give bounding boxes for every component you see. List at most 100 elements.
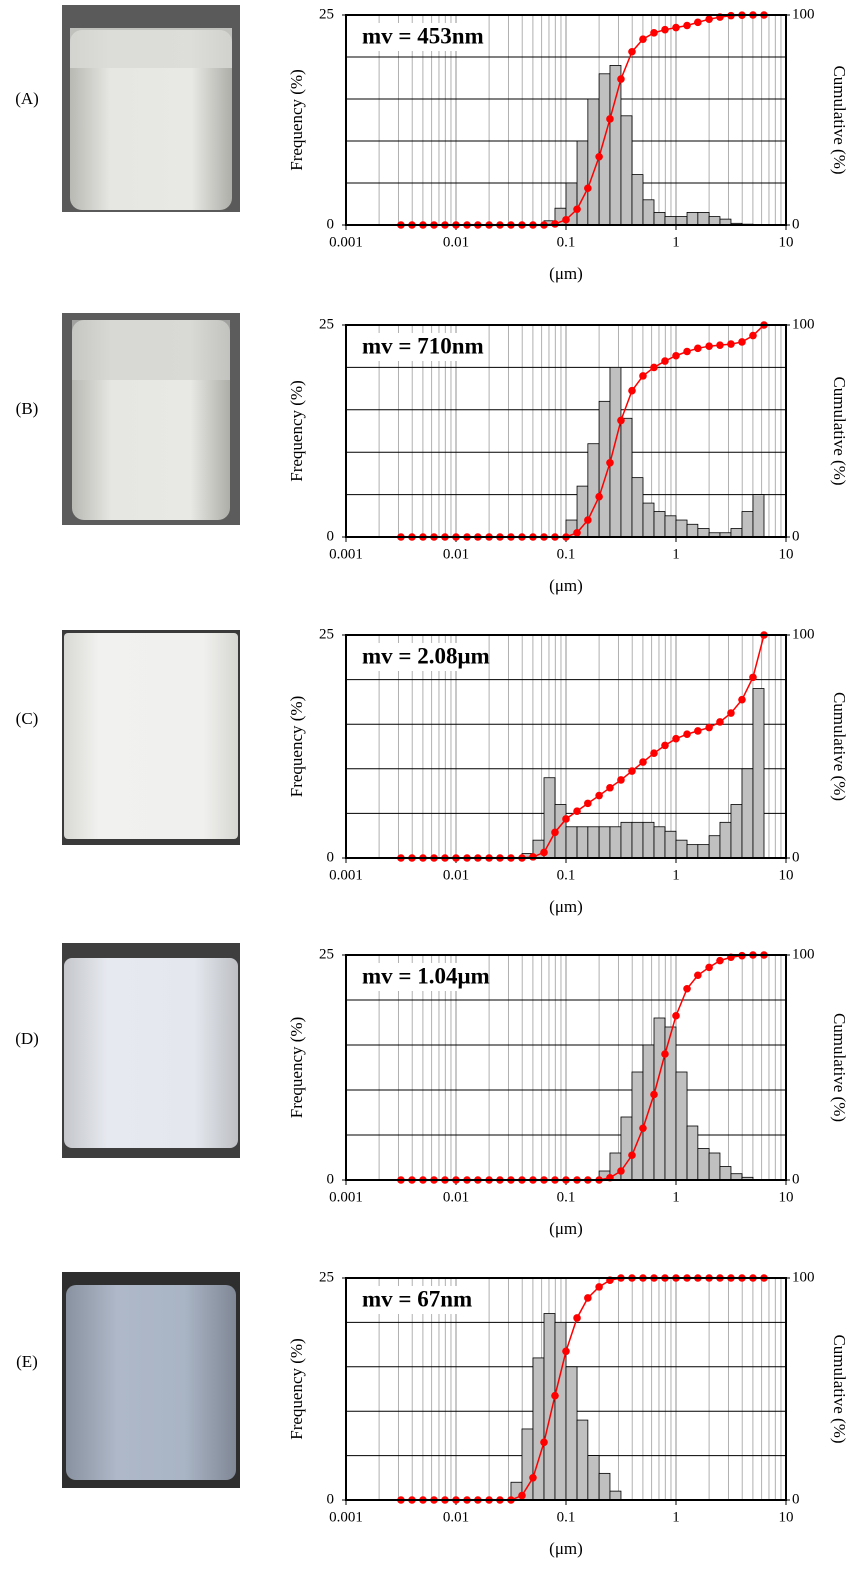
- x-axis-label: (μm): [549, 576, 583, 595]
- cumulative-point: [584, 516, 592, 524]
- y-axis-label: Frequency (%): [287, 696, 306, 798]
- bar: [609, 366, 622, 538]
- cumulative-point: [639, 1124, 647, 1133]
- x-tick-label: 0.1: [557, 234, 576, 250]
- cumulative-point: [617, 416, 625, 425]
- x-tick-label: 1: [672, 546, 680, 562]
- annotation: mv = 453nm: [362, 23, 484, 48]
- cumulative-point: [672, 23, 680, 32]
- cumulative-point: [518, 1491, 526, 1500]
- bar: [741, 768, 754, 859]
- cumulative-point: [584, 1294, 592, 1302]
- x-tick-label: 1: [672, 1189, 680, 1205]
- bar: [697, 211, 710, 226]
- x-tick-label: 10: [779, 234, 794, 250]
- bar: [664, 830, 677, 859]
- bar: [719, 821, 732, 859]
- x-tick-label: 0.01: [443, 1509, 469, 1525]
- cumulative-point: [606, 115, 614, 123]
- y2-tick-label: 100: [792, 626, 815, 642]
- cumulative-point: [683, 984, 691, 993]
- bar: [642, 199, 655, 226]
- bar: [565, 826, 578, 859]
- cumulative-point: [573, 807, 581, 815]
- bar: [686, 1125, 699, 1181]
- cumulative-point: [595, 791, 603, 800]
- bar: [620, 417, 633, 538]
- cumulative-point: [595, 492, 603, 501]
- cumulative-point: [727, 340, 735, 348]
- cumulative-point: [628, 1151, 636, 1160]
- bar: [664, 216, 677, 226]
- plot-frame: [345, 1277, 787, 1501]
- x-tick-label: 10: [779, 1189, 794, 1205]
- annotation: mv = 1.04μm: [362, 963, 490, 988]
- y2-axis-label: Cumulative (%): [830, 376, 849, 485]
- cumulative-point: [683, 730, 691, 739]
- x-tick-label: 0.001: [329, 867, 363, 883]
- cumulative-point: [727, 709, 735, 717]
- y-tick-label: 25: [319, 626, 334, 642]
- bar: [653, 1017, 666, 1181]
- bar: [543, 1313, 556, 1501]
- bar: [686, 844, 699, 859]
- cumulative-point: [628, 386, 636, 395]
- x-tick-label: 1: [672, 867, 680, 883]
- cumulative-point: [661, 741, 669, 750]
- bar: [642, 821, 655, 859]
- bar: [664, 515, 677, 538]
- y-axis-label: Frequency (%): [287, 1338, 306, 1440]
- y-axis-label: Frequency (%): [287, 69, 306, 171]
- y2-tick-label: 100: [792, 6, 815, 22]
- x-tick-label: 10: [779, 867, 794, 883]
- cumulative-point: [749, 331, 757, 340]
- x-tick-label: 0.01: [443, 546, 469, 562]
- cumulative-point: [606, 783, 614, 792]
- cumulative-point: [705, 963, 713, 972]
- cumulative-point: [573, 528, 581, 537]
- cumulative-point: [551, 828, 559, 837]
- photo-b: [62, 313, 240, 525]
- y-axis-label: Frequency (%): [287, 380, 306, 482]
- bar: [675, 1071, 688, 1181]
- y2-axis-label: Cumulative (%): [830, 692, 849, 801]
- x-tick-label: 1: [672, 234, 680, 250]
- bar: [752, 688, 765, 859]
- x-tick-label: 10: [779, 546, 794, 562]
- bar: [752, 494, 765, 538]
- bar: [609, 65, 622, 226]
- y2-tick-label: 0: [792, 1491, 800, 1507]
- cumulative-point: [661, 25, 669, 34]
- bar: [686, 523, 699, 538]
- bar: [620, 821, 633, 859]
- cumulative-point: [672, 1011, 680, 1020]
- bar: [730, 528, 743, 538]
- y2-tick-label: 100: [792, 1269, 815, 1285]
- x-tick-label: 0.001: [329, 546, 363, 562]
- cumulative-point: [584, 799, 592, 808]
- plot-frame: [345, 634, 787, 859]
- annotation: mv = 2.08μm: [362, 643, 490, 668]
- annotation-bg: [358, 963, 486, 991]
- y-tick-label: 25: [319, 6, 334, 22]
- cumulative-point: [705, 342, 713, 351]
- photo-e: [62, 1272, 240, 1488]
- bar: [653, 826, 666, 859]
- y-tick-label: 0: [327, 528, 335, 544]
- cumulative-point: [694, 18, 702, 27]
- bar: [576, 826, 589, 859]
- bar: [708, 835, 721, 859]
- cumulative-point: [694, 344, 702, 353]
- y2-tick-label: 0: [792, 1171, 800, 1187]
- cumulative-point: [661, 1050, 669, 1058]
- cumulative-point: [595, 152, 603, 161]
- bar: [675, 839, 688, 859]
- panel-label: (C): [16, 709, 39, 728]
- cumulative-point: [562, 1347, 570, 1356]
- annotation-bg: [358, 643, 486, 671]
- annotation-bg: [358, 333, 486, 361]
- cumulative-point: [705, 15, 713, 23]
- cumulative-point: [639, 758, 647, 766]
